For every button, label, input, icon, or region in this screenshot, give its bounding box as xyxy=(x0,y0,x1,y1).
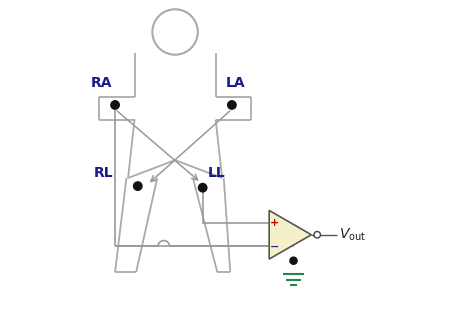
Polygon shape xyxy=(269,211,311,259)
Text: +: + xyxy=(270,218,279,228)
Circle shape xyxy=(198,183,207,192)
Text: LA: LA xyxy=(225,76,245,90)
Circle shape xyxy=(133,182,142,190)
Text: $V_\mathrm{out}$: $V_\mathrm{out}$ xyxy=(339,227,366,243)
Text: −: − xyxy=(270,242,279,251)
Circle shape xyxy=(111,101,119,109)
Text: LL: LL xyxy=(207,166,225,180)
Text: RA: RA xyxy=(91,76,112,90)
Text: RL: RL xyxy=(94,166,114,180)
Circle shape xyxy=(227,101,236,109)
Circle shape xyxy=(290,257,297,264)
